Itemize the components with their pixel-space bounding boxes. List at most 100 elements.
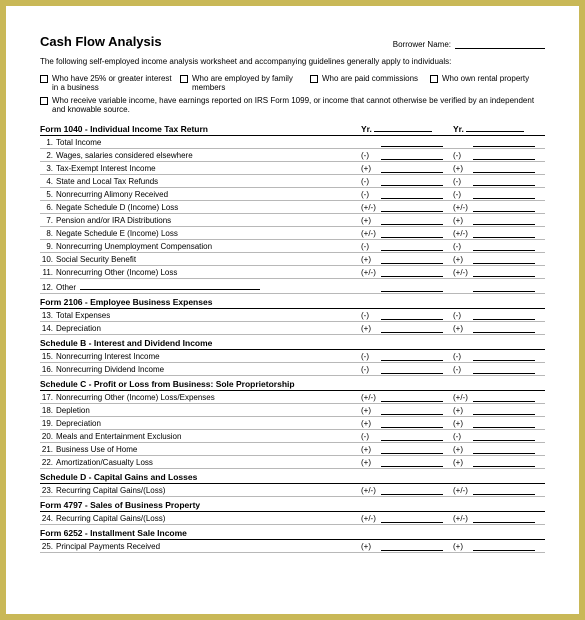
value-input-line[interactable]	[473, 445, 535, 454]
value-input-line[interactable]	[381, 445, 443, 454]
value-input-line[interactable]	[473, 486, 535, 495]
value-input-line[interactable]	[473, 268, 535, 277]
value-input-line[interactable]	[381, 324, 443, 333]
line-number: 23.	[40, 486, 56, 495]
section-title: Form 4797 - Sales of Business Property	[40, 500, 545, 510]
value-input-line[interactable]	[473, 542, 535, 551]
value-input-line[interactable]	[473, 164, 535, 173]
value-input-line[interactable]	[381, 151, 443, 160]
sections-container: Form 1040 - Individual Income Tax Return…	[40, 124, 545, 553]
line-number: 13.	[40, 311, 56, 320]
value-input-line[interactable]	[473, 229, 535, 238]
checkbox-icon[interactable]	[40, 97, 48, 105]
value-input-line[interactable]	[473, 432, 535, 441]
sign-indicator: (+/-)	[361, 268, 381, 277]
value-column: (+/-)	[453, 486, 545, 495]
value-input-line[interactable]	[473, 393, 535, 402]
line-label: Recurring Capital Gains/(Loss)	[56, 486, 361, 495]
value-input-line[interactable]	[473, 242, 535, 251]
value-input-line[interactable]	[381, 406, 443, 415]
value-input-line[interactable]	[473, 324, 535, 333]
line-item: 15.Nonrecurring Interest Income(-)(-)	[40, 350, 545, 363]
value-input-line[interactable]	[473, 283, 535, 292]
check-commissions[interactable]: Who are paid commissions	[310, 74, 430, 92]
check-rental[interactable]: Who own rental property	[430, 74, 540, 92]
value-input-line[interactable]	[381, 393, 443, 402]
value-input-line[interactable]	[473, 138, 535, 147]
line-item: 20.Meals and Entertainment Exclusion(-)(…	[40, 430, 545, 443]
value-input-line[interactable]	[473, 419, 535, 428]
value-input-line[interactable]	[473, 190, 535, 199]
sign-indicator: (-)	[361, 190, 381, 199]
value-input-line[interactable]	[381, 203, 443, 212]
value-input-line[interactable]	[473, 352, 535, 361]
section-heading: Form 1040 - Individual Income Tax Return…	[40, 124, 545, 136]
value-column: (-)	[453, 190, 545, 199]
value-input-line[interactable]	[381, 458, 443, 467]
year-label: Yr.	[361, 124, 453, 134]
line-label: Nonrecurring Dividend Income	[56, 365, 361, 374]
section-heading: Schedule C - Profit or Loss from Busines…	[40, 379, 545, 391]
line-number: 20.	[40, 432, 56, 441]
value-input-line[interactable]	[381, 365, 443, 374]
line-number: 8.	[40, 229, 56, 238]
value-column: (-)	[453, 242, 545, 251]
checkbox-icon[interactable]	[310, 75, 318, 83]
line-item: 8.Negate Schedule E (Income) Loss(+/-)(+…	[40, 227, 545, 240]
value-input-line[interactable]	[381, 229, 443, 238]
checkbox-icon[interactable]	[180, 75, 188, 83]
value-input-line[interactable]	[381, 514, 443, 523]
value-input-line[interactable]	[381, 283, 443, 292]
value-input-line[interactable]	[381, 432, 443, 441]
value-input-line[interactable]	[473, 151, 535, 160]
borrower-name-line[interactable]	[455, 40, 545, 49]
value-input-line[interactable]	[473, 365, 535, 374]
sign-indicator: (-)	[361, 311, 381, 320]
value-input-line[interactable]	[473, 458, 535, 467]
value-input-line[interactable]	[473, 514, 535, 523]
value-input-line[interactable]	[473, 216, 535, 225]
check-family[interactable]: Who are employed by family members	[180, 74, 310, 92]
value-input-line[interactable]	[473, 311, 535, 320]
value-input-line[interactable]	[381, 311, 443, 320]
value-input-line[interactable]	[381, 255, 443, 264]
sign-indicator: (+/-)	[453, 393, 473, 402]
value-column: (+/-)	[361, 229, 453, 238]
line-label: Other	[56, 281, 361, 292]
line-number: 24.	[40, 514, 56, 523]
value-input-line[interactable]	[473, 203, 535, 212]
value-input-line[interactable]	[381, 216, 443, 225]
value-input-line[interactable]	[473, 406, 535, 415]
value-input-line[interactable]	[381, 138, 443, 147]
check-variable[interactable]: Who receive variable income, have earnin…	[40, 96, 545, 114]
value-input-line[interactable]	[381, 542, 443, 551]
sign-indicator: (+/-)	[453, 514, 473, 523]
sign-indicator: (+)	[361, 542, 381, 551]
checkbox-icon[interactable]	[430, 75, 438, 83]
value-input-line[interactable]	[473, 177, 535, 186]
value-input-line[interactable]	[473, 255, 535, 264]
value-input-line[interactable]	[381, 419, 443, 428]
line-item: 21.Business Use of Home(+)(+)	[40, 443, 545, 456]
value-column: (+)	[361, 458, 453, 467]
line-item: 6.Negate Schedule D (Income) Loss(+/-)(+…	[40, 201, 545, 214]
value-input-line[interactable]	[381, 242, 443, 251]
value-input-line[interactable]	[381, 352, 443, 361]
value-input-line[interactable]	[381, 486, 443, 495]
value-column: (+)	[453, 458, 545, 467]
value-column: (+)	[453, 164, 545, 173]
line-number: 15.	[40, 352, 56, 361]
value-input-line[interactable]	[381, 268, 443, 277]
value-column: (+)	[361, 255, 453, 264]
check-25pct[interactable]: Who have 25% or greater interest in a bu…	[40, 74, 180, 92]
line-item: 11.Nonrecurring Other (Income) Loss(+/-)…	[40, 266, 545, 279]
value-column: (+)	[453, 419, 545, 428]
value-input-line[interactable]	[381, 177, 443, 186]
section-heading: Schedule D - Capital Gains and Losses	[40, 472, 545, 484]
line-label: Nonrecurring Other (Income) Loss/Expense…	[56, 393, 361, 402]
value-input-line[interactable]	[381, 190, 443, 199]
line-label: Social Security Benefit	[56, 255, 361, 264]
checkbox-icon[interactable]	[40, 75, 48, 83]
value-input-line[interactable]	[381, 164, 443, 173]
line-item: 13.Total Expenses(-)(-)	[40, 309, 545, 322]
